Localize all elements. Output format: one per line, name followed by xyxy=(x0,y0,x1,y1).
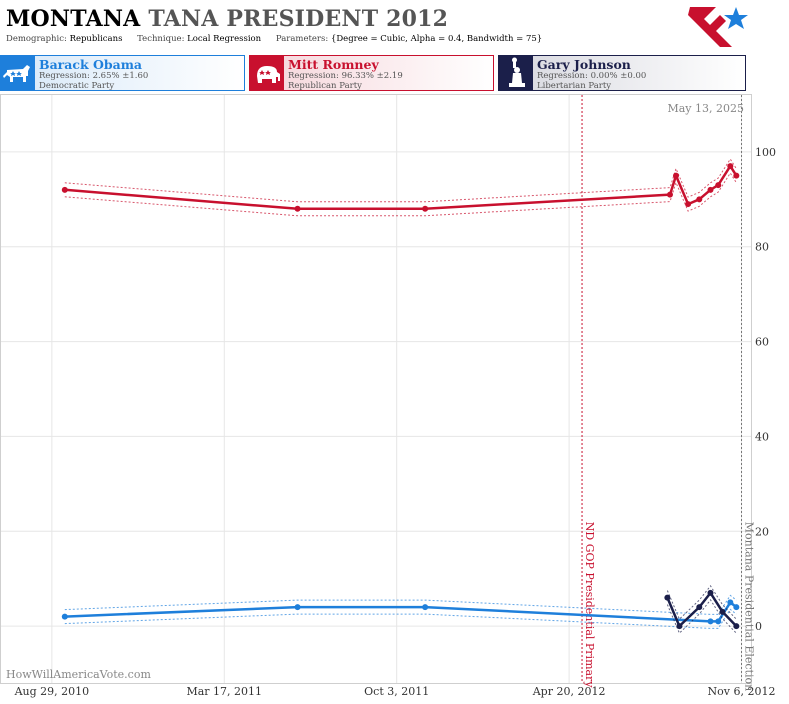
data-point xyxy=(707,186,714,193)
confidence-band-upper xyxy=(64,158,737,203)
x-tick-label: Apr 20, 2012 xyxy=(532,685,606,698)
annotation-lines: ND GOP Presidential Primary Montana Presi… xyxy=(581,95,756,691)
candidate-regression: Regression: 96.33% ±2.19 xyxy=(288,71,403,81)
date-stamp: May 13, 2025 xyxy=(667,102,744,115)
data-point xyxy=(727,599,734,606)
confidence-band-lower xyxy=(64,608,737,629)
series-group xyxy=(61,594,740,629)
candidate-regression: Regression: 0.00% ±0.00 xyxy=(537,71,647,81)
parameters-value: {Degree = Cubic, Alpha = 0.4, Bandwidth … xyxy=(330,34,543,44)
data-point xyxy=(696,196,703,203)
data-point xyxy=(422,205,429,212)
candidate-card-romney: Mitt Romney Regression: 96.33% ±2.19 Rep… xyxy=(249,55,494,91)
y-tick-label: 80 xyxy=(755,241,769,254)
candidate-regression: Regression: 2.65% ±1.60 xyxy=(39,71,149,81)
title-state: MONTANA xyxy=(6,6,141,32)
series-group xyxy=(664,585,740,634)
chart-title: MONTANA TANA PRESIDENT 2012 xyxy=(6,6,448,32)
data-point xyxy=(715,618,722,625)
data-point xyxy=(733,604,740,611)
candidate-party: Democratic Party xyxy=(39,81,115,91)
chart-header: MONTANA TANA PRESIDENT 2012 Demographic:… xyxy=(0,0,789,50)
confidence-band-lower xyxy=(64,172,737,217)
y-tick-label: 100 xyxy=(755,146,776,159)
data-point xyxy=(673,172,679,179)
technique-label: Technique: xyxy=(137,34,185,44)
data-point xyxy=(61,613,68,620)
technique-value: Local Regression xyxy=(187,34,262,44)
candidate-name: Mitt Romney xyxy=(288,57,379,72)
data-point xyxy=(422,604,429,611)
parameters-line: Demographic: Republicans Technique: Loca… xyxy=(6,34,554,44)
plot-frame xyxy=(0,94,752,684)
parameters-label: Parameters: xyxy=(275,34,329,44)
y-tick-label: 40 xyxy=(755,430,769,443)
confidence-band-upper xyxy=(666,585,737,620)
candidate-name: Gary Johnson xyxy=(537,57,631,72)
y-tick-label: 0 xyxy=(755,620,762,633)
statue-of-liberty-icon xyxy=(499,56,533,90)
data-point xyxy=(685,201,692,208)
data-point xyxy=(707,618,714,625)
annotation-label: ND GOP Presidential Primary xyxy=(583,522,596,689)
title-rest: TANA PRESIDENT 2012 xyxy=(148,6,449,32)
candidate-party: Libertarian Party xyxy=(537,81,612,91)
candidate-card-obama: Barack Obama Regression: 2.65% ±1.60 Dem… xyxy=(0,55,245,91)
x-axis: Aug 29, 2010 Mar 17, 2011 Oct 3, 2011 Apr 2… xyxy=(14,685,776,698)
y-tick-label: 20 xyxy=(755,525,769,538)
data-point xyxy=(733,623,740,630)
x-tick-label: Aug 29, 2010 xyxy=(14,685,90,698)
data-point xyxy=(664,594,671,601)
candidate-name: Barack Obama xyxy=(39,57,143,72)
donkey-icon xyxy=(1,56,35,90)
site-watermark: HowWillAmericaVote.com xyxy=(6,668,151,681)
demographic-value: Republicans xyxy=(69,34,123,44)
series-group xyxy=(61,158,740,217)
y-tick-label: 60 xyxy=(755,336,769,349)
site-logo-icon xyxy=(688,7,748,47)
chart-area: ND GOP Presidential Primary Montana Presi… xyxy=(0,94,776,698)
data-point xyxy=(294,205,301,212)
elephant-icon xyxy=(250,56,284,90)
x-tick-label: Oct 3, 2011 xyxy=(364,685,429,698)
data-point xyxy=(696,604,703,611)
series-line xyxy=(666,591,738,628)
series-layer xyxy=(61,158,740,634)
demographic-label: Demographic: xyxy=(6,34,67,44)
x-tick-label: Nov 6, 2012 xyxy=(708,685,776,698)
data-point xyxy=(733,172,740,179)
data-point xyxy=(719,608,726,615)
x-tick-label: Mar 17, 2011 xyxy=(186,685,262,698)
confidence-band-lower xyxy=(666,599,737,634)
data-point xyxy=(61,186,68,193)
candidate-card-johnson: Gary Johnson Regression: 0.00% ±0.00 Lib… xyxy=(498,55,746,91)
y-axis: 0 20 40 60 80 100 xyxy=(755,146,776,633)
data-point xyxy=(676,623,683,630)
annotation-label: Montana Presidential Election xyxy=(743,522,756,691)
data-point xyxy=(715,182,722,189)
confidence-band-upper xyxy=(64,594,737,615)
data-point xyxy=(294,604,301,611)
candidate-party: Republican Party xyxy=(288,81,362,91)
data-point xyxy=(707,589,714,596)
data-point xyxy=(727,163,734,170)
data-point xyxy=(666,191,673,198)
